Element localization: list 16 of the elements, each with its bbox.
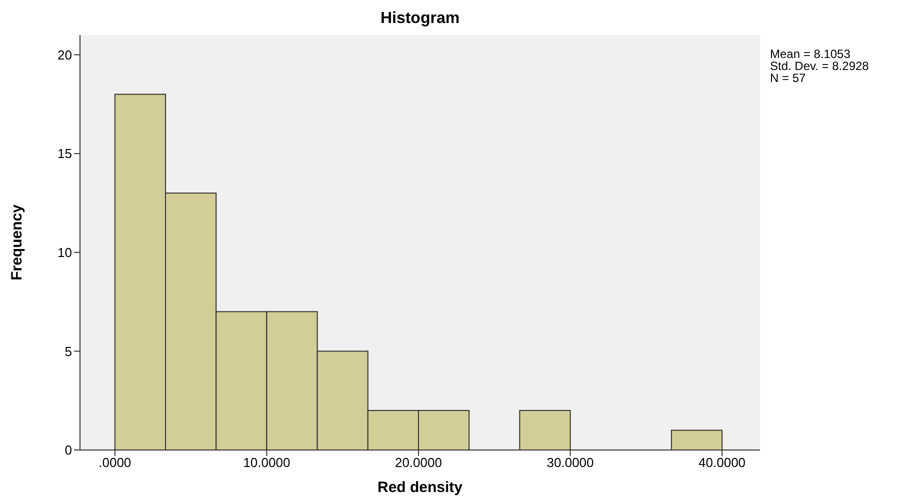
y-tick-label: 0 (64, 442, 72, 458)
x-axis-title: Red density (377, 479, 464, 496)
x-tick-label: 10.0000 (243, 455, 290, 470)
y-tick-label: 5 (64, 344, 72, 359)
y-tick-label: 10 (58, 244, 72, 260)
y-axis-title: Frequency (8, 204, 26, 280)
x-tick-label: .0000 (98, 455, 132, 470)
chart-title: Histogram (379, 10, 461, 28)
y-tick-label: 20 (58, 47, 72, 62)
text: Mean = 8.1053 (770, 47, 852, 61)
x-tick-label: 20.0000 (394, 455, 442, 470)
text: Std. Dev. = 8.2928 (770, 59, 869, 73)
text: N = 57 (770, 71, 807, 85)
y-tick-label: 15 (58, 146, 72, 162)
x-tick-label: 40.0000 (698, 455, 746, 470)
x-tick-label: 30.0000 (546, 455, 594, 470)
